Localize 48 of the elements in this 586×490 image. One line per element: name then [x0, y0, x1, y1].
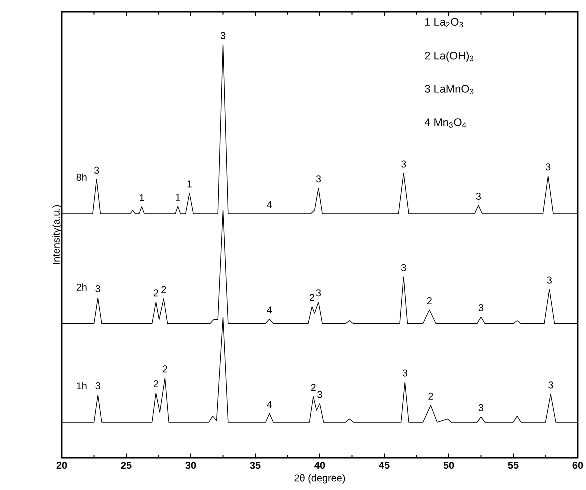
series-label: 1h [77, 382, 87, 390]
series-label: 8h [76, 174, 87, 182]
annotation: 2 [311, 384, 316, 392]
y-axis-title: Intensity(a.u.) [52, 205, 62, 264]
annotation: 3 [401, 160, 406, 168]
annotation: 2 [154, 290, 158, 297]
annotation: 2 [427, 298, 432, 304]
annotation: 4 [267, 306, 272, 314]
annotation: 3 [401, 264, 406, 272]
annotation: 3 [220, 32, 226, 40]
x-tick-label: 20 [56, 462, 68, 470]
annotation: 3 [316, 290, 322, 297]
series-label: 2h [76, 284, 87, 291]
x-axis-title: 2θ (degree) [294, 474, 346, 484]
annotation: 3 [402, 370, 408, 377]
x-tick-label: 30 [186, 462, 196, 470]
text: 1 La$_{2}$O$_{3}$ [425, 18, 464, 28]
annotation: 3 LaMnO$_{3}$ [425, 85, 474, 95]
x-tick-label: 25 [121, 462, 132, 470]
annotation: 3 [546, 164, 551, 171]
annotation: 3 [318, 391, 322, 398]
annotation: 3 [96, 285, 100, 292]
annotation: 4 [267, 401, 272, 408]
annotation: 2 La(OH)$_{3}$ [425, 52, 474, 62]
annotation: 2 [154, 380, 158, 388]
x-tick-label: 35 [250, 462, 261, 470]
x-tick-label: 60 [572, 462, 584, 470]
annotation: 1 [176, 194, 180, 201]
x-tick-label: 50 [444, 462, 454, 470]
annotation: 3 [548, 382, 554, 389]
annotation: 3 [547, 276, 552, 284]
annotation: 2 [310, 294, 315, 302]
annotation: 4 [267, 201, 272, 208]
annotation: 3 [478, 404, 484, 412]
annotation: 2 [428, 392, 434, 400]
x-tick-label: 45 [379, 462, 390, 469]
annotation: 4 Mn$_{3}$O$_{4}$ [424, 118, 466, 128]
annotation: 3 [478, 304, 484, 312]
annotation: 3 [316, 176, 322, 183]
annotation: 1 [188, 180, 192, 188]
annotation: 2 [162, 286, 166, 294]
annotation: 3 [476, 192, 482, 200]
x-tick-label: 40 [314, 462, 326, 470]
annotation: 3 [94, 166, 100, 174]
x-tick-label: 55 [508, 462, 519, 469]
annotation: 1 [140, 194, 144, 202]
annotation: 2 [162, 366, 168, 373]
annotation: 3 [96, 382, 100, 390]
